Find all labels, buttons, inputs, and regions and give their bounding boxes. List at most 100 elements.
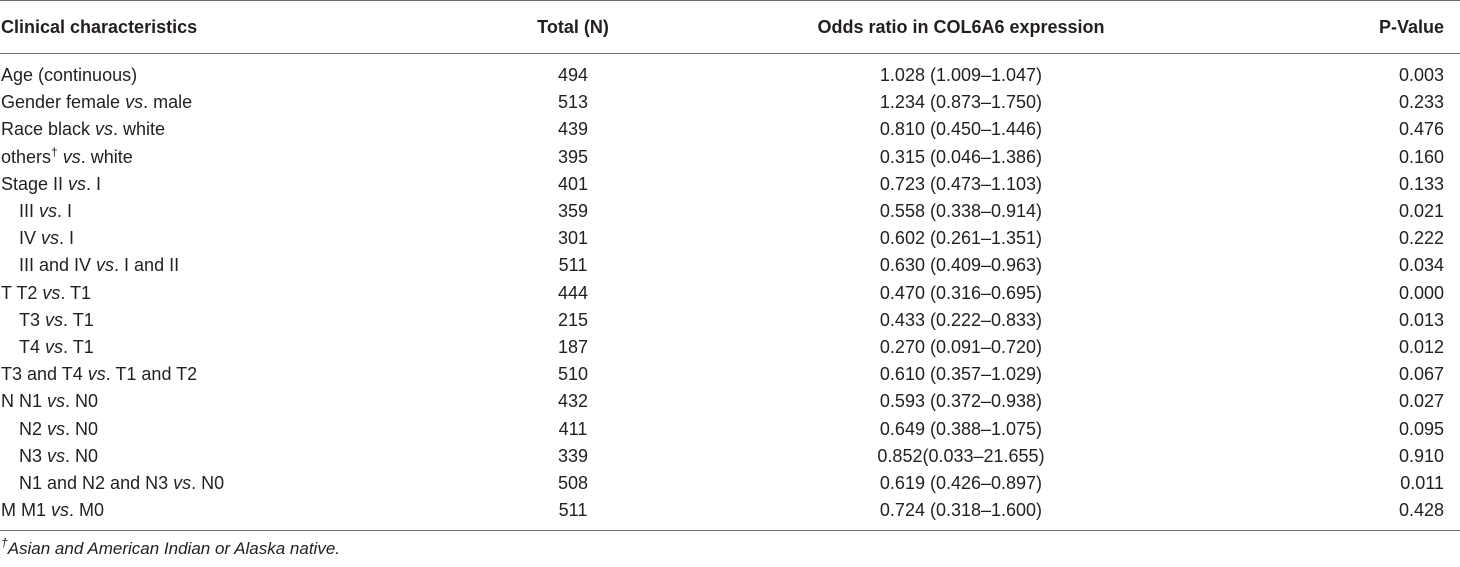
p-value-cell: 0.428 (1398, 500, 1444, 521)
comparison-text: . T1 and T2 (105, 364, 198, 385)
p-value-cell: 0.476 (1398, 119, 1444, 140)
characteristic-cell: N N1 vs. N0 (0, 388, 440, 415)
odds-ratio-cell: 0.649 (0.388–1.075) (879, 418, 1043, 439)
table-row: N N1 vs. N0 432 0.593 (0.372–0.938) 0.027 (0, 388, 1460, 415)
table-row: M M1 vs. M0 511 0.724 (0.318–1.600) 0.428 (0, 497, 1460, 531)
characteristic-text: III and IV (19, 255, 97, 276)
odds-ratio-cell: 0.602 (0.261–1.351) (879, 228, 1043, 249)
p-value-cell: 0.910 (1398, 445, 1444, 466)
table-header: Clinical characteristics Total (N) Odds … (0, 0, 1460, 54)
characteristic-cell: T3 and T4 vs. T1 and T2 (0, 361, 440, 388)
footnote-mark: † (1, 536, 8, 551)
total-cell: 411 (558, 418, 588, 439)
total-cell: 401 (557, 173, 589, 194)
header-clinical-characteristics: Clinical characteristics (1, 17, 198, 37)
characteristic-text: M M1 (1, 500, 52, 521)
table-row: N3 vs. N0 339 0.852(0.033–21.655) 0.910 (0, 443, 1460, 470)
comparison-text: . M0 (69, 500, 105, 521)
comparison-text: . N0 (65, 445, 99, 466)
odds-ratio-cell: 0.433 (0.222–0.833) (879, 309, 1043, 330)
versus-text: vs (41, 228, 60, 249)
header-p-value: P-Value (1378, 17, 1444, 37)
table-row: Race black vs. white 439 0.810 (0.450–1.44… (0, 116, 1460, 143)
characteristic-text: T T2 (1, 282, 43, 303)
characteristic-text: IV (19, 228, 42, 249)
table-row: Gender female vs. male 513 1.234 (0.873–1.… (0, 89, 1460, 116)
odds-ratio-cell: 0.610 (0.357–1.029) (879, 364, 1043, 385)
p-value-cell: 0.011 (1400, 472, 1444, 493)
characteristic-text: N2 (19, 418, 48, 439)
versus-text: vs (45, 336, 64, 357)
table-row: T T2 vs. T1 444 0.470 (0.316–0.695) 0.000 (0, 280, 1460, 307)
characteristic-cell: others† vs. white (0, 144, 440, 171)
comparison-text: . I and II (114, 255, 180, 276)
table-row: Stage II vs. I 401 0.723 (0.473–1.103) 0.13… (0, 171, 1460, 198)
total-cell: 301 (557, 228, 589, 249)
table-row: T3 vs. T1 215 0.433 (0.222–0.833) 0.013 (0, 307, 1460, 334)
versus-text: vs (47, 418, 66, 439)
total-cell: 511 (558, 500, 588, 521)
header-row: Clinical characteristics Total (N) Odds … (0, 0, 1460, 54)
table-row: III and IV vs. I and II 511 0.630 (0.409–0… (0, 252, 1460, 279)
odds-ratio-cell: 0.852(0.033–21.655) (877, 445, 1045, 466)
comparison-text: . white (80, 146, 133, 167)
header-total: Total (N) (537, 17, 609, 37)
table-row: III vs. I 359 0.558 (0.338–0.914) 0.021 (0, 198, 1460, 225)
table-row: N2 vs. N0 411 0.649 (0.388–1.075) 0.095 (0, 415, 1460, 442)
total-cell: 444 (557, 282, 589, 303)
odds-ratio-cell: 0.470 (0.316–0.695) (879, 282, 1043, 303)
total-cell: 511 (558, 255, 588, 276)
characteristic-cell: Age (continuous) (0, 54, 440, 90)
characteristic-text: Age (continuous) (1, 65, 138, 86)
total-cell: 494 (557, 65, 589, 86)
total-cell: 395 (557, 146, 589, 167)
table-row: N1 and N2 and N3 vs. N0 508 0.619 (0.426–0… (0, 470, 1460, 497)
p-value-cell: 0.021 (1398, 201, 1444, 222)
characteristic-cell: N3 vs. N0 (0, 443, 440, 470)
table-body: Age (continuous) 494 1.028 (1.009–1.047) 0.… (0, 54, 1460, 531)
p-value-cell: 0.133 (1398, 173, 1444, 194)
characteristic-text: Gender female (1, 92, 126, 113)
versus-text: vs (51, 500, 70, 521)
odds-ratio-cell: 0.724 (0.318–1.600) (879, 500, 1043, 521)
p-value-cell: 0.233 (1398, 92, 1444, 113)
comparison-text: . white (113, 119, 166, 140)
table-footnote: †Asian and American Indian or Alaska nat… (0, 536, 1460, 560)
odds-ratio-cell: 0.315 (0.046–1.386) (879, 146, 1043, 167)
footnote-marker: † (51, 144, 58, 159)
characteristic-cell: III and IV vs. I and II (0, 252, 440, 279)
characteristic-text: N3 (19, 445, 48, 466)
footnote-text: Asian and American Indian or Alaska nati… (7, 539, 341, 559)
total-cell: 187 (557, 336, 589, 357)
total-cell: 510 (557, 364, 589, 385)
versus-text: vs (47, 445, 66, 466)
total-cell: 432 (557, 391, 589, 412)
characteristic-text: T3 and T4 (1, 364, 88, 385)
total-cell: 508 (557, 472, 589, 493)
comparison-text: . T1 (63, 309, 94, 330)
characteristic-text: Race black (1, 119, 96, 140)
comparison-text: . I (57, 201, 73, 222)
comparison-text: . N0 (65, 391, 99, 412)
total-cell: 339 (557, 445, 589, 466)
versus-text: vs (39, 201, 58, 222)
table-row: Age (continuous) 494 1.028 (1.009–1.047) 0.… (0, 54, 1460, 90)
odds-ratio-cell: 0.619 (0.426–0.897) (879, 472, 1043, 493)
characteristic-cell: N2 vs. N0 (0, 415, 440, 442)
p-value-cell: 0.067 (1398, 364, 1444, 385)
characteristic-text: T3 (19, 309, 46, 330)
comparison-text: . male (143, 92, 193, 113)
characteristic-text: others (1, 146, 52, 167)
characteristic-cell: Gender female vs. male (0, 89, 440, 116)
versus-text: vs (62, 146, 81, 167)
odds-ratio-cell: 1.234 (0.873–1.750) (879, 92, 1043, 113)
characteristic-cell: Stage II vs. I (0, 171, 440, 198)
total-cell: 215 (557, 309, 589, 330)
table-row: T3 and T4 vs. T1 and T2 510 0.610 (0.357–1… (0, 361, 1460, 388)
versus-text: vs (47, 391, 66, 412)
comparison-text: . N0 (191, 472, 225, 493)
characteristic-text: N N1 (1, 391, 48, 412)
p-value-cell: 0.034 (1398, 255, 1444, 276)
characteristic-cell: M M1 vs. M0 (0, 497, 440, 531)
p-value-cell: 0.095 (1398, 418, 1444, 439)
